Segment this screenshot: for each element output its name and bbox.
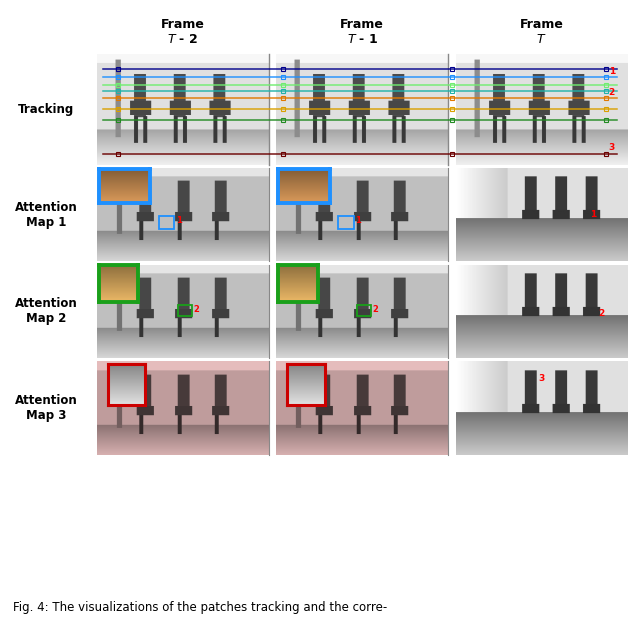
Text: 3: 3	[538, 374, 545, 383]
Text: Frame
$\mathit{T}$ - 1: Frame $\mathit{T}$ - 1	[340, 18, 384, 46]
Text: 1: 1	[176, 215, 182, 225]
Text: 3: 3	[609, 144, 615, 153]
Text: 2: 2	[193, 305, 199, 314]
Text: 2: 2	[609, 88, 615, 97]
Bar	[338, 215, 354, 229]
Text: Attention
Map 2: Attention Map 2	[15, 298, 78, 325]
Text: Attention
Map 3: Attention Map 3	[15, 394, 78, 422]
Text: 1: 1	[355, 215, 361, 225]
Text: Frame
$\mathit{T}$ - 2: Frame $\mathit{T}$ - 2	[161, 18, 205, 46]
Text: 2: 2	[372, 305, 378, 314]
Text: 1: 1	[590, 210, 596, 219]
Bar	[178, 305, 191, 316]
Bar	[159, 215, 175, 229]
Text: 2: 2	[598, 309, 605, 318]
Bar	[357, 305, 371, 316]
Text: Frame
$\mathit{T}$: Frame $\mathit{T}$	[520, 18, 563, 46]
Text: Fig. 4: The visualizations of the patches tracking and the corre-: Fig. 4: The visualizations of the patche…	[13, 601, 387, 614]
Text: Attention
Map 1: Attention Map 1	[15, 201, 78, 229]
Text: 1: 1	[609, 67, 615, 76]
Text: Tracking: Tracking	[19, 103, 74, 116]
